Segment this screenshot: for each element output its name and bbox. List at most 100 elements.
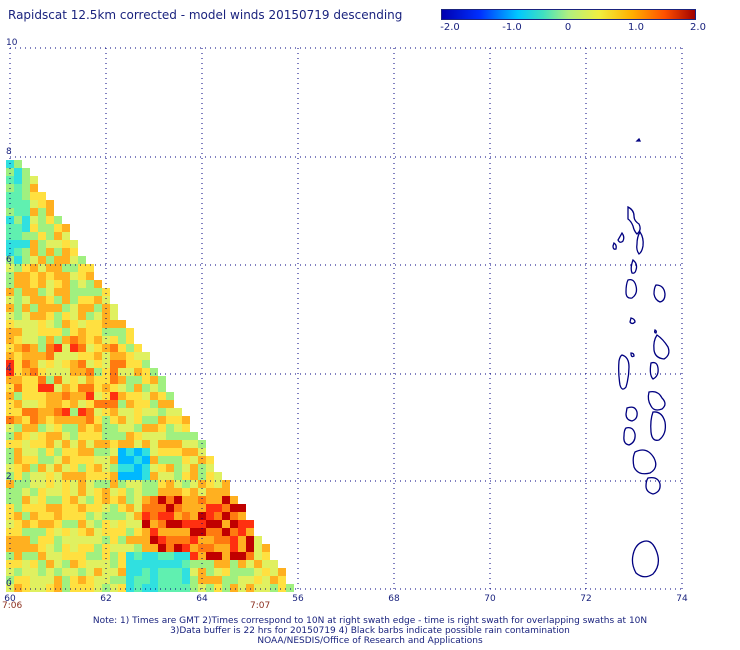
- wind-cell: [126, 544, 134, 552]
- wind-cell: [150, 536, 158, 544]
- wind-cell: [30, 432, 38, 440]
- wind-cell: [78, 584, 86, 592]
- wind-cell: [102, 512, 110, 520]
- y-tick-label: 8: [6, 147, 12, 157]
- wind-cell: [158, 416, 166, 424]
- wind-cell: [30, 272, 38, 280]
- wind-cell: [214, 488, 222, 496]
- wind-cell: [54, 272, 62, 280]
- wind-cell: [150, 424, 158, 432]
- wind-cell: [102, 488, 110, 496]
- wind-cell: [118, 448, 126, 456]
- wind-cell: [14, 264, 22, 272]
- wind-cell: [126, 392, 134, 400]
- wind-cell: [158, 408, 166, 416]
- footnote-line: Note: 1) Times are GMT 2)Times correspon…: [92, 616, 648, 626]
- wind-cell: [62, 440, 70, 448]
- wind-cell: [22, 424, 30, 432]
- wind-cell: [206, 552, 214, 560]
- wind-cell: [6, 472, 14, 480]
- wind-cell: [110, 432, 118, 440]
- wind-cell: [62, 336, 70, 344]
- y-tick-label: 0: [6, 579, 12, 589]
- wind-cell: [94, 512, 102, 520]
- wind-cell: [38, 440, 46, 448]
- wind-cell: [14, 480, 22, 488]
- wind-cell: [86, 272, 94, 280]
- wind-cell: [70, 528, 78, 536]
- wind-cell: [46, 408, 54, 416]
- wind-cell: [30, 344, 38, 352]
- island: [649, 361, 659, 380]
- wind-cell: [214, 576, 222, 584]
- wind-cell: [38, 528, 46, 536]
- wind-cell: [22, 568, 30, 576]
- wind-cell: [62, 456, 70, 464]
- wind-cell: [110, 560, 118, 568]
- wind-cell: [246, 520, 254, 528]
- wind-cell: [22, 328, 30, 336]
- wind-cell: [54, 256, 62, 264]
- wind-cell: [30, 496, 38, 504]
- wind-cell: [86, 360, 94, 368]
- wind-cell: [158, 520, 166, 528]
- wind-cell: [246, 552, 254, 560]
- wind-cell: [166, 560, 174, 568]
- wind-cell: [14, 232, 22, 240]
- wind-cell: [78, 384, 86, 392]
- wind-cell: [38, 296, 46, 304]
- wind-cell: [246, 576, 254, 584]
- wind-cell: [46, 528, 54, 536]
- wind-cell: [182, 552, 190, 560]
- wind-cell: [22, 472, 30, 480]
- wind-cell: [190, 464, 198, 472]
- wind-cell: [174, 488, 182, 496]
- wind-cell: [102, 528, 110, 536]
- wind-cell: [230, 528, 238, 536]
- wind-cell: [54, 312, 62, 320]
- wind-cell: [142, 448, 150, 456]
- wind-cell: [118, 536, 126, 544]
- wind-cell: [94, 352, 102, 360]
- wind-cell: [30, 368, 38, 376]
- wind-cell: [270, 568, 278, 576]
- wind-cell: [70, 536, 78, 544]
- wind-cell: [62, 400, 70, 408]
- wind-cell: [38, 320, 46, 328]
- wind-cell: [6, 248, 14, 256]
- wind-cell: [54, 392, 62, 400]
- wind-cell: [22, 488, 30, 496]
- wind-cell: [6, 432, 14, 440]
- wind-cell: [62, 344, 70, 352]
- wind-cell: [142, 456, 150, 464]
- wind-cell: [38, 560, 46, 568]
- wind-cell: [214, 496, 222, 504]
- wind-cell: [166, 488, 174, 496]
- wind-cell: [22, 288, 30, 296]
- wind-cell: [38, 552, 46, 560]
- wind-cell: [142, 536, 150, 544]
- wind-cell: [22, 464, 30, 472]
- wind-cell: [206, 520, 214, 528]
- wind-cell: [86, 392, 94, 400]
- wind-cell: [206, 568, 214, 576]
- wind-cell: [110, 360, 118, 368]
- wind-cell: [54, 560, 62, 568]
- wind-cell: [110, 376, 118, 384]
- wind-cell: [6, 328, 14, 336]
- wind-cell: [158, 456, 166, 464]
- wind-cell: [246, 536, 254, 544]
- wind-cell: [54, 584, 62, 592]
- wind-cell: [14, 176, 22, 184]
- wind-cell: [166, 544, 174, 552]
- wind-cell: [6, 576, 14, 584]
- wind-cell: [46, 552, 54, 560]
- wind-cell: [46, 248, 54, 256]
- wind-cell: [102, 296, 110, 304]
- wind-cell: [222, 512, 230, 520]
- wind-cell: [46, 576, 54, 584]
- wind-cell: [22, 360, 30, 368]
- wind-cell: [166, 584, 174, 592]
- wind-cell: [102, 328, 110, 336]
